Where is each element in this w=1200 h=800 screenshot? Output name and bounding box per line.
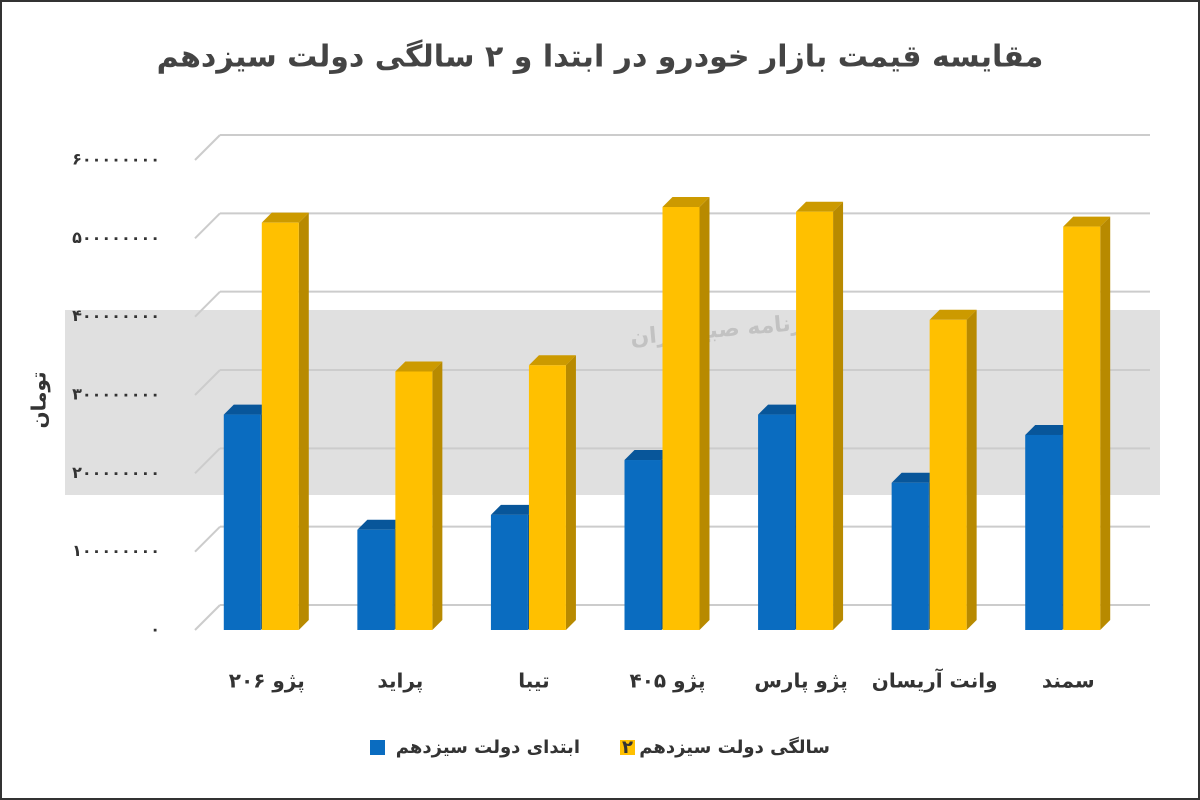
y-tick-label: ۰: [150, 620, 160, 639]
bar: [357, 529, 395, 630]
bar-top: [490, 504, 538, 515]
x-tick-label: پژو ۲۰۶: [229, 669, 305, 694]
y-tick-label: ۶۰۰۰۰۰۰۰۰: [72, 150, 160, 169]
bar: [624, 460, 662, 630]
bar-top: [528, 355, 576, 366]
y-axis-title: تومان: [27, 371, 51, 428]
y-tick-label: ۱۰۰۰۰۰۰۰۰: [72, 541, 160, 560]
bar-side: [565, 355, 576, 630]
legend-swatch: [370, 740, 385, 755]
bar: [1025, 434, 1063, 630]
x-tick-label: وانت آریسان: [872, 668, 998, 693]
bar-top: [395, 361, 443, 372]
bar-top: [223, 404, 271, 415]
bar-side: [833, 201, 844, 630]
bar: [528, 365, 566, 630]
grid-line-depth: [194, 212, 221, 240]
bar-side: [432, 361, 443, 630]
grid-line-depth: [194, 369, 221, 396]
bar: [796, 211, 834, 630]
x-tick-label: سمند: [1042, 669, 1095, 693]
bar-top: [929, 309, 977, 320]
x-tick-label: تیبا: [518, 669, 549, 693]
bar: [223, 414, 261, 630]
legend-label: ابتدای دولت سیزدهم: [396, 737, 580, 758]
bar-top: [357, 519, 405, 530]
bar-top: [758, 404, 806, 415]
bar: [261, 222, 299, 630]
x-tick-label: پراید: [377, 669, 423, 694]
bar-top: [891, 472, 939, 483]
y-tick-label: ۴۰۰۰۰۰۰۰۰: [72, 306, 160, 325]
bar-side: [298, 212, 309, 630]
bar: [1063, 226, 1101, 631]
bar-top: [261, 212, 309, 223]
grid-line-depth: [194, 525, 221, 553]
grid-line-depth: [194, 447, 221, 475]
grid-line-depth: [194, 134, 221, 161]
legend-swatch: [620, 740, 635, 755]
grid-line-depth: [194, 290, 221, 318]
bar: [891, 482, 929, 630]
bar: [662, 207, 700, 630]
x-tick-label: پژو ۴۰۵: [630, 669, 706, 694]
bar: [490, 514, 528, 630]
bar-side: [699, 197, 710, 630]
chart-title: مقایسه قیمت بازار خودرو در ابتدا و ۲ سال…: [157, 39, 1044, 75]
bar-top: [662, 197, 710, 207]
bar-top: [1025, 424, 1073, 435]
bar: [929, 319, 967, 630]
bar-side: [1100, 216, 1111, 631]
y-tick-label: ۳۰۰۰۰۰۰۰۰: [72, 385, 160, 404]
bar-top: [1063, 216, 1111, 227]
bar: [758, 414, 796, 630]
x-tick-label: پژو پارس: [754, 669, 847, 694]
y-tick-label: ۵۰۰۰۰۰۰۰۰: [72, 228, 160, 247]
y-tick-label: ۲۰۰۰۰۰۰۰۰: [72, 463, 160, 482]
bar-side: [966, 309, 977, 630]
bar: [395, 371, 433, 630]
grid-line-depth: [194, 604, 221, 631]
legend-label: ۲ سالگی دولت سیزدهم: [622, 736, 830, 758]
bar-top: [796, 201, 844, 212]
bar-top: [624, 450, 672, 461]
